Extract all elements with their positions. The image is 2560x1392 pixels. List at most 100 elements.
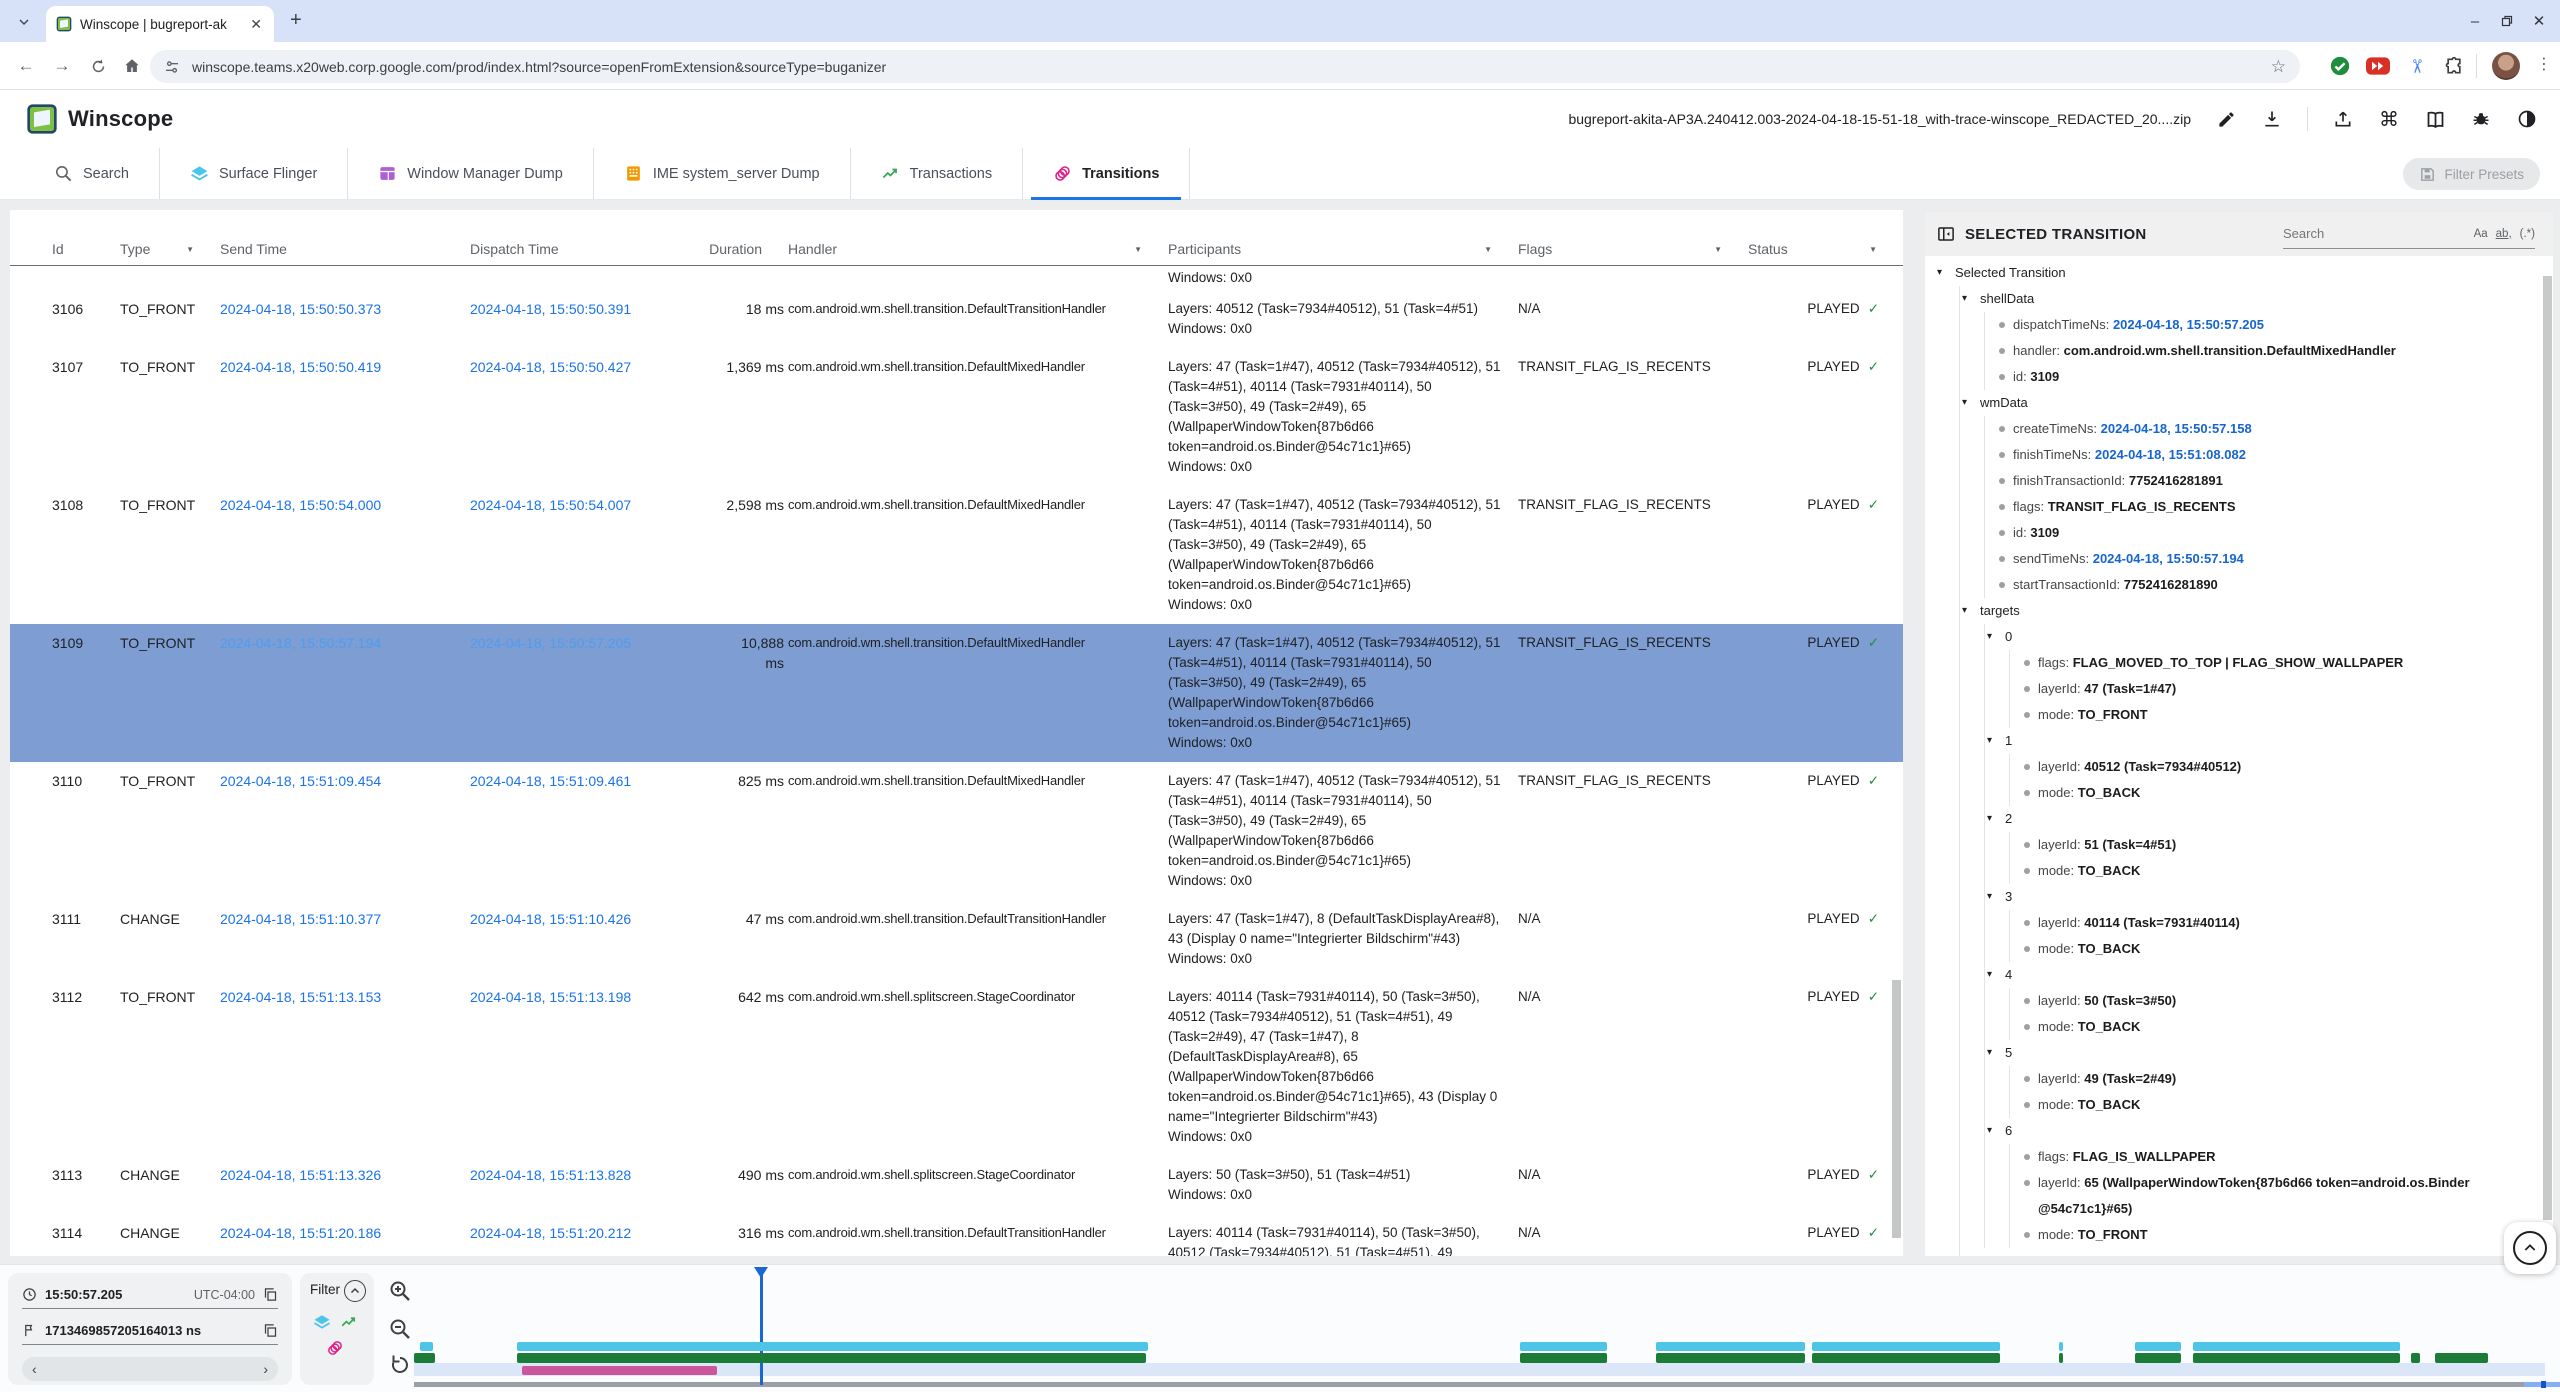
timeline-scrollbar[interactable] xyxy=(414,1382,2560,1387)
whole-word-button[interactable]: ab, xyxy=(2495,227,2512,240)
tree-node-row[interactable]: ▾ 5 xyxy=(1985,1040,2553,1066)
window-close-button[interactable]: ✕ xyxy=(2532,13,2546,30)
tree-node-row[interactable]: ▾ 0 xyxy=(1985,624,2553,650)
transactions-trace-icon[interactable] xyxy=(340,1313,358,1331)
transitions-track[interactable] xyxy=(414,1363,2545,1376)
tree-node-row[interactable]: ▾ 6 xyxy=(1985,1118,2553,1144)
current-time-field[interactable]: 15:50:57.205 UTC-04:00 xyxy=(22,1281,278,1309)
table-row[interactable]: 3110 TO_FRONT 2024-04-18, 15:51:09.454 2024… xyxy=(10,762,1903,900)
tab-surface-flinger[interactable]: Surface Flinger xyxy=(160,148,349,199)
send-time-link[interactable]: 2024-04-18, 15:51:09.454 xyxy=(220,773,382,789)
column-header-status[interactable]: Status ▼ xyxy=(1748,241,1903,257)
dispatch-time-link[interactable]: 2024-04-18, 15:50:50.427 xyxy=(470,359,632,375)
filter-arrow-icon[interactable]: ▼ xyxy=(186,244,194,254)
tree-node-row[interactable]: ▾ 1 xyxy=(1985,728,2553,754)
window-minimize-button[interactable]: – xyxy=(2470,12,2480,30)
collapse-arrow-icon[interactable]: ▾ xyxy=(1962,397,1968,408)
timeline-segment-transactions[interactable] xyxy=(1520,1353,1607,1363)
extensions-puzzle-icon[interactable] xyxy=(2442,54,2466,78)
collapse-arrow-icon[interactable]: ▾ xyxy=(1987,969,1993,980)
timeline-scroll-handle[interactable] xyxy=(2541,1381,2546,1388)
send-time-link[interactable]: 2024-04-18, 15:50:57.194 xyxy=(220,635,382,651)
window-restore-button[interactable] xyxy=(2494,8,2520,34)
column-header-type[interactable]: Type ▼ xyxy=(120,241,220,257)
previous-entry-button[interactable]: ‹ xyxy=(32,1361,37,1377)
filter-arrow-icon[interactable]: ▼ xyxy=(1484,244,1492,254)
download-button[interactable] xyxy=(2261,108,2283,130)
table-scrollbar[interactable] xyxy=(1892,980,1901,1238)
column-header-part[interactable]: Participants ▼ xyxy=(1168,241,1518,257)
table-row[interactable]: 3111 CHANGE 2024-04-18, 15:51:10.377 2024-0… xyxy=(10,900,1903,978)
transitions-trace-icon[interactable] xyxy=(326,1339,344,1357)
timeline-segment-surfaceflinger[interactable] xyxy=(1656,1342,1805,1351)
column-header-flags[interactable]: Flags ▼ xyxy=(1518,241,1748,257)
collapse-filter-button[interactable] xyxy=(344,1280,366,1302)
dispatch-time-link[interactable]: 2024-04-18, 15:50:57.205 xyxy=(470,635,632,651)
zoom-in-button[interactable] xyxy=(388,1279,414,1305)
timeline-segment-transactions[interactable] xyxy=(2135,1353,2181,1363)
timeline-segment-transactions[interactable] xyxy=(2435,1353,2488,1363)
timeline-segment-surfaceflinger[interactable] xyxy=(420,1342,433,1351)
table-row-partial[interactable]: Windows: 0x0 xyxy=(10,266,1903,290)
send-time-link[interactable]: 2024-04-18, 15:51:20.186 xyxy=(220,1225,382,1241)
timeline-segment-transactions[interactable] xyxy=(2059,1353,2063,1363)
timeline-segment-surfaceflinger[interactable] xyxy=(517,1342,1148,1351)
regex-button[interactable]: (.*) xyxy=(2519,227,2535,240)
tree-node-row[interactable]: ▾ Selected Transition xyxy=(1935,260,2553,286)
profile-avatar[interactable] xyxy=(2492,52,2520,80)
timeline-segment-transactions[interactable] xyxy=(414,1353,435,1363)
collapse-arrow-icon[interactable]: ▾ xyxy=(1987,1047,1993,1058)
scroll-to-top-button[interactable] xyxy=(2504,1222,2556,1274)
send-time-link[interactable]: 2024-04-18, 15:51:13.326 xyxy=(220,1167,382,1183)
tab-window-manager-dump[interactable]: Window Manager Dump xyxy=(348,148,594,199)
dispatch-time-link[interactable]: 2024-04-18, 15:50:54.007 xyxy=(470,497,632,513)
back-button[interactable]: ← xyxy=(17,56,35,75)
table-row[interactable]: 3107 TO_FRONT 2024-04-18, 15:50:50.419 2024… xyxy=(10,348,1903,486)
dock-panel-icon[interactable] xyxy=(1937,225,1955,243)
zoom-out-button[interactable] xyxy=(388,1317,414,1343)
browser-menu-icon[interactable]: ⋮ xyxy=(2536,56,2552,73)
home-button[interactable] xyxy=(120,54,144,78)
reset-zoom-button[interactable] xyxy=(388,1353,414,1379)
extension-speed-icon[interactable] xyxy=(2366,54,2390,78)
table-row[interactable]: 3106 TO_FRONT 2024-04-18, 15:50:50.373 2024… xyxy=(10,290,1903,348)
browser-tab[interactable]: Winscope | bugreport-ak ✕ xyxy=(46,6,274,42)
filter-presets-button[interactable]: Filter Presets xyxy=(2403,158,2540,190)
upload-button[interactable] xyxy=(2332,108,2354,130)
filter-arrow-icon[interactable]: ▼ xyxy=(1714,244,1722,254)
tree-node-row[interactable]: ▾ 3 xyxy=(1985,884,2553,910)
new-tab-button[interactable]: + xyxy=(290,9,302,31)
tree-node-row[interactable]: ▾ wmData xyxy=(1960,390,2553,416)
tree-node-row[interactable]: ▾ 2 xyxy=(1985,806,2553,832)
column-header-dispatch[interactable]: Dispatch Time xyxy=(470,241,722,257)
send-time-link[interactable]: 2024-04-18, 15:50:50.419 xyxy=(220,359,382,375)
timeline-segment-transactions[interactable] xyxy=(2411,1353,2420,1363)
collapse-arrow-icon[interactable]: ▾ xyxy=(1987,735,1993,746)
tab-search[interactable]: Search xyxy=(24,148,160,199)
dispatch-time-link[interactable]: 2024-04-18, 15:50:50.391 xyxy=(470,301,632,317)
report-bug-button[interactable] xyxy=(2470,108,2492,130)
table-row-selected[interactable]: 3109 TO_FRONT 2024-04-18, 15:50:57.194 2024… xyxy=(10,624,1903,762)
reload-button[interactable] xyxy=(86,54,110,78)
timeline-segment-transactions[interactable] xyxy=(1812,1353,2000,1363)
dispatch-time-link[interactable]: 2024-04-18, 15:51:10.426 xyxy=(470,911,632,927)
tab-search-button[interactable] xyxy=(12,10,36,34)
documentation-button[interactable] xyxy=(2424,108,2446,130)
dispatch-time-link[interactable]: 2024-04-18, 15:51:20.212 xyxy=(470,1225,632,1241)
collapse-arrow-icon[interactable]: ▾ xyxy=(1962,605,1968,616)
tab-transactions[interactable]: Transactions xyxy=(851,148,1024,199)
timeline-segment-surfaceflinger[interactable] xyxy=(2135,1342,2181,1351)
shortcuts-button[interactable]: ⌘ xyxy=(2379,108,2399,131)
column-header-dur[interactable]: Duration xyxy=(709,241,788,257)
copy-icon[interactable] xyxy=(263,1287,278,1302)
extension-scissors-icon[interactable]: ✂ xyxy=(2405,58,2427,74)
table-row[interactable]: 3112 TO_FRONT 2024-04-18, 15:51:13.153 2024… xyxy=(10,978,1903,1156)
timeline-cursor[interactable] xyxy=(760,1267,763,1385)
edit-file-button[interactable] xyxy=(2215,108,2237,130)
filter-arrow-icon[interactable]: ▼ xyxy=(1134,244,1142,254)
send-time-link[interactable]: 2024-04-18, 15:50:54.000 xyxy=(220,497,382,513)
next-entry-button[interactable]: › xyxy=(263,1361,268,1377)
tree-node-row[interactable]: ▾ shellData xyxy=(1960,286,2553,312)
bookmark-star-icon[interactable]: ☆ xyxy=(2270,56,2286,76)
forward-button[interactable]: → xyxy=(53,56,71,75)
